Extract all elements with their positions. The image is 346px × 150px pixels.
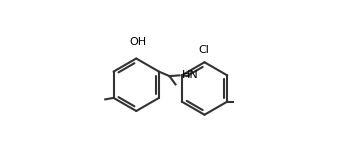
Text: Cl: Cl bbox=[198, 45, 209, 55]
Text: OH: OH bbox=[129, 37, 146, 47]
Text: HN: HN bbox=[182, 70, 198, 80]
